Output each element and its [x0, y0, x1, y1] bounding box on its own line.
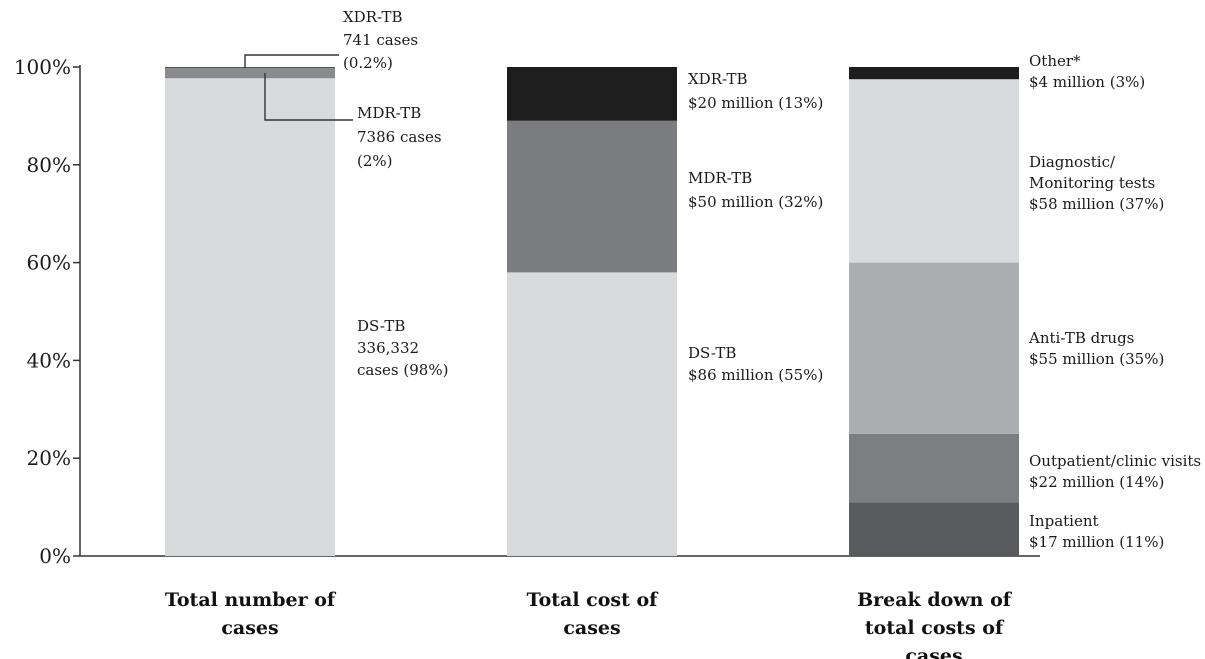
segment-label-mdr-line: 7386 cases — [357, 128, 442, 146]
segment-label-xdr-line: 741 cases — [343, 31, 418, 49]
segment-label-ds: DS-TB 336,332 cases (98%) — [357, 317, 448, 379]
category-label-line: cases — [563, 617, 620, 639]
segment-label-outpatient: Outpatient/clinic visits $22 million (14%… — [1029, 452, 1201, 491]
bar-segment-2-xdr — [507, 67, 677, 121]
xdr-leader-line — [244, 54, 339, 68]
segment-label-mdr: MDR-TB $50 million (32%) — [688, 169, 823, 211]
segment-label-mdr: MDR-TB 7386 cases (2%) — [357, 104, 442, 170]
y-tick-label: 0% — [39, 544, 71, 568]
segment-label-xdr-line: $20 million (13%) — [688, 94, 823, 112]
category-label: Total cost of cases — [527, 589, 660, 639]
segment-label-other: Other* $4 million (3%) — [1029, 52, 1145, 91]
segment-label-xdr: XDR-TB 741 cases (0.2%) — [343, 8, 418, 72]
segment-label-outpatient-line: Outpatient/clinic visits — [1029, 452, 1201, 470]
segment-label-outpatient-line: $22 million (14%) — [1029, 473, 1164, 491]
segment-label-tests-line: Diagnostic/ — [1029, 153, 1116, 171]
segment-label-inpatient: Inpatient $17 million (11%) — [1029, 512, 1164, 551]
category-label-line: Break down of — [857, 589, 1013, 611]
segment-label-tests-line: Monitoring tests — [1029, 174, 1155, 192]
category-label-line: cases — [221, 617, 278, 639]
segment-label-drugs-line: Anti-TB drugs — [1028, 329, 1134, 347]
category-label-line: Total number of — [165, 589, 337, 611]
bar-segment-3-drugs — [849, 262, 1019, 434]
bar-segment-3-inpatient — [849, 502, 1019, 556]
category-label-line: Total cost of — [527, 589, 660, 611]
category-label-line: total costs of — [865, 617, 1005, 639]
category-label: Break down of total costs of cases — [857, 589, 1013, 659]
segment-label-xdr-line: XDR-TB — [688, 70, 748, 88]
bar-segment-1-xdr — [165, 67, 335, 68]
segment-label-other-line: Other* — [1029, 52, 1081, 70]
segment-label-tests: Diagnostic/Monitoring tests $58 million (… — [1029, 153, 1164, 213]
segment-label-mdr-line: (2%) — [357, 152, 393, 170]
segment-label-ds-line: DS-TB — [357, 317, 405, 335]
segment-label-xdr-line: (0.2%) — [343, 54, 393, 72]
bar-segment-1-ds — [165, 78, 335, 556]
bar-segment-3-outpatient — [849, 433, 1019, 503]
bar-segment-3-tests — [849, 79, 1019, 263]
segment-label-ds-line: DS-TB — [688, 344, 736, 362]
bar-segment-1-mdr — [165, 67, 335, 79]
segment-label-xdr: XDR-TB $20 million (13%) — [688, 70, 823, 112]
segment-label-ds: DS-TB $86 million (55%) — [688, 344, 823, 384]
bar-segment-3-other — [849, 67, 1019, 80]
y-tick-label: 100% — [14, 55, 71, 79]
y-tick-label: 20% — [27, 446, 71, 470]
category-label-line: cases — [905, 645, 962, 659]
segment-label-mdr-line: MDR-TB — [688, 169, 752, 187]
segment-label-inpatient-line: $17 million (11%) — [1029, 533, 1164, 551]
segment-label-inpatient-line: Inpatient — [1029, 512, 1099, 530]
segment-label-ds-line: $86 million (55%) — [688, 366, 823, 384]
segment-label-ds-line: cases (98%) — [357, 361, 448, 379]
segment-label-mdr-line: MDR-TB — [357, 104, 421, 122]
segment-label-drugs-line: $55 million (35%) — [1029, 350, 1164, 368]
segment-label-other-line: $4 million (3%) — [1029, 73, 1145, 91]
segment-label-xdr-line: XDR-TB — [343, 8, 403, 26]
y-tick-label: 80% — [27, 153, 71, 177]
segment-label-drugs: Anti-TB drugs $55 million (35%) — [1028, 329, 1164, 368]
y-tick-label: 40% — [27, 348, 71, 372]
segment-label-mdr-line: $50 million (32%) — [688, 193, 823, 211]
category-label: Total number of cases — [165, 589, 337, 639]
segment-label-ds-line: 336,332 — [357, 339, 419, 357]
mdr-leader-line — [264, 73, 353, 121]
segment-label-tests-line: $58 million (37%) — [1029, 195, 1164, 213]
bar-segment-2-ds — [507, 272, 677, 556]
y-tick-label: 60% — [27, 251, 71, 275]
bar-segment-2-mdr — [507, 120, 677, 273]
